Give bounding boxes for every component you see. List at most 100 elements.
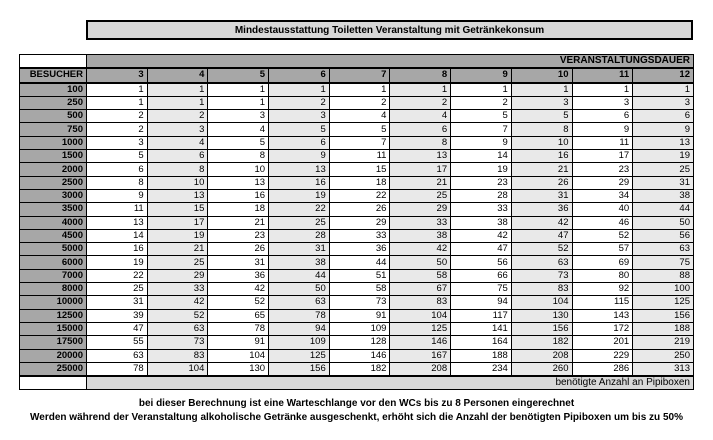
value-cell: 14 [450, 149, 512, 164]
value-cell: 31 [86, 295, 148, 310]
value-cell: 28 [450, 188, 512, 204]
visitors-cell: 12500 [19, 308, 87, 323]
value-cell: 13 [632, 135, 694, 151]
value-cell: 104 [510, 295, 573, 310]
value-cell: 8 [86, 175, 148, 190]
value-cell: 313 [632, 361, 694, 378]
value-cell: 91 [207, 335, 270, 350]
value-cell: 9 [268, 149, 330, 164]
value-cell: 9 [632, 122, 694, 137]
value-cell: 19 [268, 188, 330, 204]
value-cell: 2 [389, 95, 452, 111]
value-cell: 52 [510, 242, 573, 257]
value-cell: 44 [632, 202, 694, 217]
value-cell: 83 [146, 348, 209, 363]
value-cell: 128 [328, 335, 391, 350]
value-cell: 2 [86, 122, 148, 137]
value-cell: 25 [632, 162, 694, 177]
value-cell: 22 [268, 202, 330, 217]
visitors-cell: 17500 [19, 335, 87, 350]
value-cell: 9 [571, 122, 634, 137]
value-cell: 52 [207, 295, 270, 310]
value-cell: 6 [632, 109, 694, 124]
value-cell: 23 [450, 175, 512, 190]
value-cell: 51 [328, 268, 391, 284]
value-cell: 39 [86, 308, 148, 323]
note-queue-assumption: bei dieser Berechnung ist eine Warteschl… [138, 398, 575, 409]
value-cell: 58 [328, 282, 391, 297]
value-cell: 15 [146, 202, 209, 217]
value-cell: 3 [632, 95, 694, 111]
value-cell: 36 [207, 268, 270, 284]
value-cell: 5 [86, 149, 148, 164]
visitors-cell: 10000 [19, 295, 87, 310]
value-cell: 25 [86, 282, 148, 297]
value-cell: 56 [632, 228, 694, 244]
value-cell: 73 [510, 268, 573, 284]
value-cell: 46 [571, 215, 634, 230]
value-cell: 66 [450, 268, 512, 284]
table-row: 2000 6 8 10 13 15 17 19 21 23 25 [19, 162, 694, 177]
value-cell: 156 [632, 308, 694, 323]
page-title: Mindestausstattung Toiletten Veranstaltu… [86, 20, 693, 40]
value-cell: 125 [632, 295, 694, 310]
value-cell: 4 [207, 122, 270, 137]
value-cell: 94 [450, 295, 512, 310]
visitors-cell: 15000 [19, 321, 87, 337]
column-header-row: BESUCHER 3 4 5 6 7 8 9 10 11 12 [19, 67, 694, 84]
value-cell: 1 [632, 82, 694, 97]
table-row: 6000 19 25 31 38 44 50 56 63 69 75 [19, 255, 694, 270]
table-row: 25000 78 104 130 156 182 208 234 260 286 313 [19, 361, 694, 378]
table-row: 10000 31 42 52 63 73 83 94 104 115 125 [19, 295, 694, 310]
value-cell: 219 [632, 335, 694, 350]
table-row: 17500 55 73 91 109 128 146 164 182 201 219 [19, 335, 694, 350]
value-cell: 250 [632, 348, 694, 363]
value-cell: 4 [389, 109, 452, 124]
value-cell: 50 [268, 282, 330, 297]
value-cell: 5 [268, 122, 330, 137]
value-cell: 109 [328, 321, 391, 337]
column-header-cell: 8 [389, 67, 452, 84]
visitors-cell: 2500 [19, 175, 87, 190]
value-cell: 13 [389, 149, 452, 164]
column-header-cell: 5 [207, 67, 270, 84]
value-cell: 1 [146, 95, 209, 111]
value-cell: 1 [207, 82, 270, 97]
value-cell: 29 [328, 215, 391, 230]
visitors-cell: 8000 [19, 282, 87, 297]
value-cell: 21 [146, 242, 209, 257]
value-cell: 83 [389, 295, 452, 310]
value-cell: 2 [146, 109, 209, 124]
value-cell: 130 [207, 361, 270, 378]
visitors-cell: 2000 [19, 162, 87, 177]
table-row: 2500 8 10 13 16 18 21 23 26 29 31 [19, 175, 694, 190]
value-cell: 9 [450, 135, 512, 151]
value-cell: 19 [146, 228, 209, 244]
value-cell: 8 [207, 149, 270, 164]
value-cell: 67 [389, 282, 452, 297]
column-header-cell: 7 [328, 67, 391, 84]
visitors-cell: 6000 [19, 255, 87, 270]
value-cell: 11 [571, 135, 634, 151]
value-cell: 42 [389, 242, 452, 257]
value-cell: 15 [328, 162, 391, 177]
column-header-cell: 3 [86, 67, 148, 84]
value-cell: 94 [268, 321, 330, 337]
value-cell: 38 [632, 188, 694, 204]
value-cell: 38 [268, 255, 330, 270]
value-cell: 229 [571, 348, 634, 363]
value-cell: 10 [510, 135, 573, 151]
value-cell: 31 [632, 175, 694, 190]
column-header-cell: 9 [450, 67, 512, 84]
value-cell: 16 [268, 175, 330, 190]
equipment-table: VERANSTALTUNGSDAUER BESUCHER 3 4 5 6 7 8… [19, 54, 694, 391]
value-cell: 65 [207, 308, 270, 323]
value-cell: 182 [510, 335, 573, 350]
value-cell: 4 [146, 135, 209, 151]
note-alcohol-increase: Werden während der Veranstaltung alkohol… [30, 412, 683, 423]
value-cell: 38 [389, 228, 452, 244]
visitors-cell: 250 [19, 95, 87, 111]
table-row: 4500 14 19 23 28 33 38 42 47 52 56 [19, 228, 694, 244]
value-cell: 188 [632, 321, 694, 337]
value-cell: 17 [389, 162, 452, 177]
